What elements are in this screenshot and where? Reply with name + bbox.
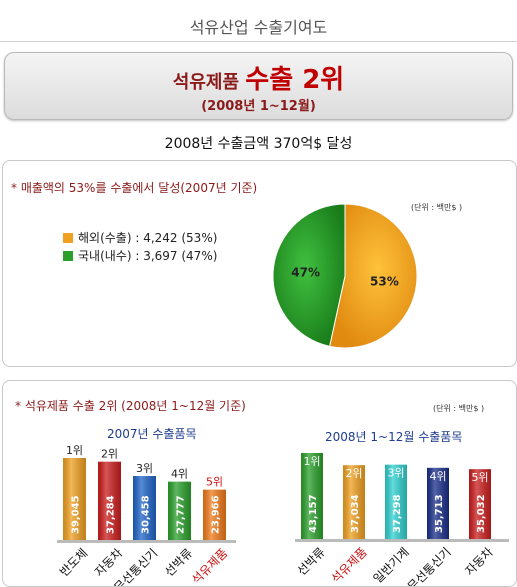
- bar2007-bar-shade-3: [133, 476, 156, 540]
- chart-2008-title: 2008년 1~12월 수출품목: [325, 430, 463, 444]
- export-summary: 2008년 수출금액 370억$ 달성: [164, 136, 353, 152]
- bar2007-bar-shade-1: [63, 458, 86, 540]
- bar2008-category-2: 석유제품: [329, 545, 370, 586]
- bar2008-rank-2: 2위: [345, 467, 362, 480]
- legend-item-export: 해외(수출) : 4,242 (53%): [63, 229, 217, 246]
- legend-swatch-domestic: [63, 251, 73, 261]
- pie-slice-domestic: [272, 203, 346, 347]
- bar2007-bar-shade-4: [168, 481, 191, 540]
- bar2008-category-3: 일반기계: [371, 545, 412, 586]
- bar2008-value-3: 37,298: [392, 494, 403, 533]
- bar2007-category-1: 반도체: [57, 546, 90, 579]
- bar2008-rank-3: 3위: [387, 467, 404, 480]
- bar2008-value-1: 43,157: [308, 494, 319, 533]
- legend-label-domestic: 국내(내수) : 3,697 (47%): [78, 249, 218, 263]
- bar2007-rank-3: 3위: [136, 462, 153, 475]
- bar2007-value-4: 27,777: [176, 495, 187, 534]
- bar2008-rank-1: 1위: [303, 455, 320, 468]
- bar2007-bar-shade-5: [203, 489, 226, 540]
- pie-slice-export-label: 53%: [370, 274, 399, 288]
- bar2008-bar-shade-1: [301, 453, 323, 539]
- legend-swatch-export: [63, 233, 73, 243]
- banner-prefix: 석유제품: [172, 72, 246, 93]
- bar2008-bar-shade-5: [469, 469, 491, 539]
- bar2008-value-4: 35,713: [434, 494, 445, 533]
- page-title: 석유산업 수출기여도: [189, 18, 328, 37]
- legend-label-export: 해외(수출) : 4,242 (53%): [78, 231, 218, 245]
- panel2-title: * 석유제품 수출 2위 (2008년 1~12월 기준): [15, 399, 246, 413]
- pie-slice-domestic-label: 47%: [291, 266, 320, 280]
- bar2007-rank-5: 5위: [206, 476, 223, 489]
- bar2007-category-2: 자동차: [92, 546, 125, 579]
- bar2008-category-1: 선박류: [294, 545, 327, 578]
- bar2007-bar-shade-2: [98, 461, 121, 540]
- bar2008-value-5: 35,032: [476, 494, 487, 533]
- title-divider: [0, 41, 517, 42]
- bar2007-category-5: 석유제품: [189, 546, 230, 586]
- panel1-unit: (단위 : 백만$ ): [411, 203, 463, 212]
- export-rank-panel: * 석유제품 수출 2위 (2008년 1~12월 기준) (단위 : 백만$ …: [2, 380, 517, 587]
- bar2008-category-4: 무선통신기: [405, 545, 454, 586]
- panel1-title: * 매출액의 53%를 수출에서 달성(2007년 기준): [11, 181, 258, 195]
- bar2007-baseline: [57, 540, 236, 543]
- bar2008-value-2: 37,034: [350, 494, 361, 533]
- bar2007-rank-1: 1위: [66, 444, 83, 457]
- bar2008-rank-4: 4위: [429, 470, 446, 483]
- bar-charts: 1위 39,045 반도체 2위 37,284 자동차 3위 30,458 무선통신기 4위 27,…: [57, 444, 509, 586]
- bar2007-category-4: 선박류: [162, 546, 195, 579]
- bar2007-value-1: 39,045: [71, 495, 82, 534]
- bar2008-bar-shade-3: [385, 464, 407, 539]
- sales-share-panel: * 매출액의 53%를 수출에서 달성(2007년 기준) (단위 : 백만$ …: [2, 160, 517, 367]
- bar2007-rank-2: 2위: [101, 448, 118, 461]
- legend-item-domestic: 국내(내수) : 3,697 (47%): [63, 247, 217, 264]
- bar2008-bar-shade-4: [427, 467, 449, 539]
- headline-banner: 석유제품 수출 2위 (2008년 1~12월): [4, 52, 513, 120]
- chart-2007-title: 2007년 수출품목: [107, 427, 197, 441]
- bar2008-baseline: [295, 539, 509, 542]
- banner-rank: 수출 2위: [245, 65, 345, 95]
- pie-chart: 53% 47%: [272, 203, 418, 349]
- bar2007-value-5: 23,966: [211, 495, 222, 534]
- bar2008-bar-shade-2: [343, 465, 365, 539]
- banner-heading: 석유제품 수출 2위: [5, 59, 512, 96]
- bar2007-rank-4: 4위: [171, 468, 188, 481]
- bar2007-value-3: 30,458: [141, 495, 152, 534]
- bar2007-value-2: 37,284: [106, 495, 117, 534]
- banner-period: (2008년 1~12월): [201, 99, 316, 114]
- bar2008-category-5: 자동차: [462, 545, 495, 578]
- pie-slice-export: [328, 203, 418, 349]
- panel2-unit: (단위 : 백만$ ): [433, 404, 485, 413]
- bar2008-rank-5: 5위: [471, 471, 488, 484]
